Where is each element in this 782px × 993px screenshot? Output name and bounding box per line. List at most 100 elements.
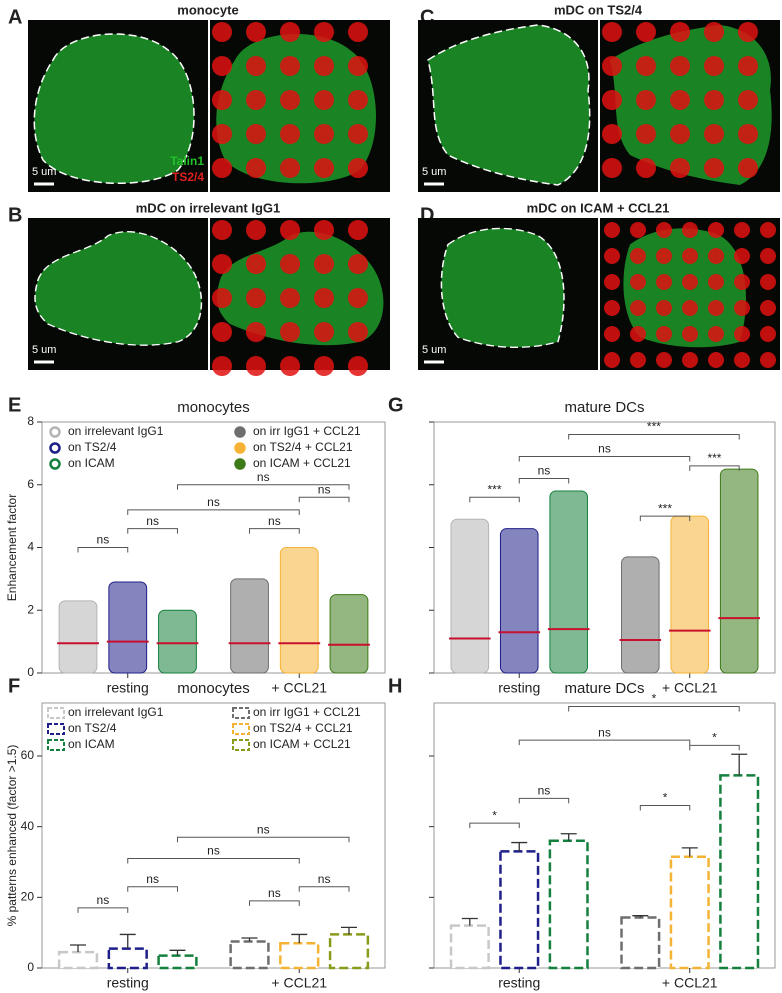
- chart-title: monocytes: [177, 680, 250, 697]
- x-tick-label: + CCL21: [271, 680, 327, 696]
- scale-bar-label: 5 um: [422, 344, 446, 356]
- legend-marker: [232, 723, 250, 735]
- panel-title: mDC on irrelevant IgG1: [136, 200, 280, 215]
- pattern-dot: [708, 326, 724, 342]
- pattern-dot: [604, 274, 620, 290]
- point-cloud: [158, 609, 197, 674]
- significance-bracket: [689, 744, 740, 751]
- pattern-dot: [212, 288, 232, 308]
- pattern-dot: [682, 274, 698, 290]
- x-tick-label: + CCL21: [662, 975, 718, 991]
- pattern-dot: [682, 352, 698, 368]
- significance-label: *: [663, 791, 668, 805]
- cell-outline: [427, 24, 591, 186]
- point-cloud: [719, 468, 759, 674]
- significance-label: ns: [146, 872, 159, 886]
- pattern-dot: [212, 158, 232, 178]
- cell-outline: [33, 33, 195, 184]
- pattern-dot: [212, 22, 232, 42]
- pattern-dot: [636, 90, 656, 110]
- point-cloud: [670, 515, 710, 674]
- legend-label: on ICAM: [68, 737, 115, 751]
- legend-marker: [49, 426, 61, 438]
- significance-label: ns: [318, 482, 331, 496]
- pattern-dot: [760, 352, 776, 368]
- significance-bracket: [249, 528, 300, 534]
- legend-label: on TS2/4: [68, 440, 117, 454]
- significance-bracket: [127, 509, 300, 515]
- scale-bar-label: 5 um: [422, 166, 446, 178]
- legend-marker: [234, 458, 246, 470]
- bar: [57, 950, 99, 970]
- pattern-dot: [656, 352, 672, 368]
- bar: [669, 855, 710, 970]
- pattern-dot: [602, 90, 622, 110]
- pattern-dot: [670, 22, 690, 42]
- bar: [719, 774, 760, 970]
- pattern-dot: [314, 124, 334, 144]
- pattern-dot: [246, 158, 266, 178]
- pattern-dot: [636, 124, 656, 144]
- pattern-dot: [280, 158, 300, 178]
- pattern-dot: [656, 326, 672, 342]
- pattern-dot: [630, 274, 646, 290]
- pattern-dot: [738, 158, 758, 178]
- significance-label: ns: [268, 886, 281, 900]
- pattern-dot: [280, 288, 300, 308]
- pattern-dot: [704, 56, 724, 76]
- pattern-dot: [708, 352, 724, 368]
- pattern-dot: [656, 222, 672, 238]
- pattern-dot: [280, 254, 300, 274]
- pattern-dot: [708, 222, 724, 238]
- legend-label: on ICAM + CCL21: [253, 737, 351, 751]
- pattern-dot: [348, 254, 368, 274]
- cell-outline: [440, 227, 565, 348]
- y-tick-label: 0: [27, 665, 34, 679]
- micrograph: [600, 20, 780, 192]
- significance-bracket: [518, 477, 570, 484]
- significance-bracket: [77, 907, 129, 913]
- significance-label: *: [712, 731, 717, 745]
- significance-bracket: [518, 739, 691, 746]
- cell-signal: [34, 33, 195, 184]
- pattern-dot: [760, 300, 776, 316]
- x-tick-label: resting: [498, 680, 540, 696]
- legend-marker: [232, 707, 250, 719]
- pattern-dot: [246, 56, 266, 76]
- legend-label: on irrelevant IgG1: [68, 424, 164, 438]
- x-tick-label: + CCL21: [271, 975, 327, 991]
- point-cloud: [279, 547, 319, 674]
- y-tick-label: 60: [21, 748, 35, 762]
- cell-signal: [35, 231, 202, 346]
- pattern-dot: [246, 220, 266, 240]
- legend-marker: [49, 442, 61, 454]
- point-cloud: [549, 490, 588, 674]
- legend-label: on ICAM: [68, 456, 115, 470]
- pattern-dot: [348, 220, 368, 240]
- bar: [157, 954, 198, 970]
- panel-letter: B: [8, 204, 22, 226]
- plot-frame: [433, 702, 776, 969]
- significance-bracket: [639, 515, 691, 522]
- cell-signal: [428, 25, 590, 185]
- scale-bar-label: 5 um: [32, 166, 56, 178]
- legend-marker: [47, 707, 65, 719]
- pattern-dot: [212, 90, 232, 110]
- pattern-dot: [280, 356, 300, 376]
- panel-letter: A: [8, 6, 22, 28]
- pattern-dot: [314, 220, 334, 240]
- pattern-dot: [734, 300, 750, 316]
- panel-title: mDC on ICAM + CCL21: [527, 200, 670, 215]
- point-cloud: [230, 578, 269, 674]
- pattern-dot: [314, 356, 334, 376]
- y-tick-label: 8: [27, 414, 34, 428]
- bar: [107, 947, 148, 970]
- pattern-dot: [604, 300, 620, 316]
- significance-bracket: [176, 484, 350, 490]
- pattern-dot: [630, 248, 646, 264]
- pattern-dot: [314, 22, 334, 42]
- pattern-dot: [636, 158, 656, 178]
- pattern-dot: [348, 158, 368, 178]
- chart-title: mature DCs: [564, 399, 644, 416]
- legend-marker: [234, 426, 246, 438]
